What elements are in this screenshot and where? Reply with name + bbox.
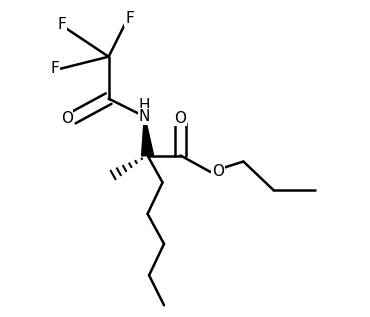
Text: F: F xyxy=(50,61,59,76)
Text: H: H xyxy=(139,98,150,113)
Text: O: O xyxy=(175,111,186,126)
Text: O: O xyxy=(212,165,224,179)
Text: F: F xyxy=(125,11,134,26)
Text: F: F xyxy=(58,17,67,32)
Polygon shape xyxy=(142,117,154,156)
Text: O: O xyxy=(61,111,73,126)
Text: N: N xyxy=(139,109,150,124)
